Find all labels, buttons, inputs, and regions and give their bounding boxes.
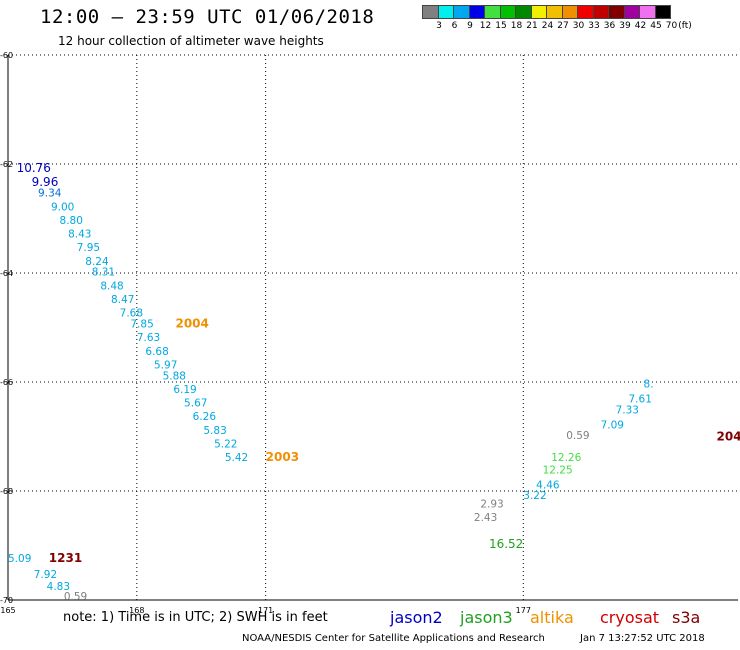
data-label-s3a: 7.33 — [616, 405, 639, 417]
data-label-s3a: 8.48 — [100, 280, 123, 292]
scale-swatch — [654, 5, 671, 19]
data-label-cryosat: 1231 — [49, 551, 82, 565]
scale-label: 42 — [634, 21, 647, 31]
credit-line: NOAA/NESDIS Center for Satellite Applica… — [242, 633, 545, 644]
data-label-cryosat: 204 — [717, 429, 740, 443]
legend-item-cryosat: cryosat — [600, 608, 660, 627]
scale-label: 21 — [526, 21, 538, 31]
scale-label: 6 — [451, 21, 458, 31]
data-label-s3a: 8.43 — [68, 229, 91, 241]
data-label-s3a: 7.95 — [77, 242, 100, 254]
data-label-s3a: 5.42 — [225, 452, 248, 464]
generated-timestamp: Jan 7 13:27:52 UTC 2018 — [580, 633, 705, 644]
color-scale-labels: 3 6 9 12 15 18 21 24 27 30 33 36 39 42 45 70 (ft) — [422, 21, 692, 35]
data-label-s3a: 5.67 — [184, 398, 207, 410]
data-label-s3a: 5.09 — [8, 553, 31, 565]
data-label-s3a: 12.26 — [551, 452, 581, 464]
footnote: note: 1) Time is in UTC; 2) SWH is in fe… — [63, 610, 328, 625]
data-label-s3a: 7.85 — [130, 319, 153, 331]
data-label-s3a: 7.09 — [601, 419, 624, 431]
data-label-s3a: 6.68 — [145, 346, 168, 358]
x-tick-label: 168 — [129, 606, 144, 615]
y-tick-label: -60 — [0, 51, 13, 60]
scale-label: 12 — [479, 21, 492, 31]
data-label-jason2: 10.76 — [17, 161, 51, 175]
data-label-s3a: 9.34 — [38, 188, 62, 200]
data-label-s3a: 5.22 — [214, 438, 237, 450]
legend-item-s3a: s3a — [672, 608, 701, 627]
data-label-jason2: 9.96 — [32, 175, 59, 189]
data-label-s3a: 8.47 — [111, 294, 134, 306]
scale-label: 27 — [557, 21, 569, 31]
data-label-s3a: 2.43 — [474, 512, 497, 524]
legend-item-jason2: jason2 — [390, 608, 443, 627]
data-label-s3a: 8.24 — [85, 256, 109, 268]
data-label-s3a: 8.80 — [60, 215, 83, 227]
scale-label: 30 — [572, 21, 585, 31]
data-label-s3a: 7.92 — [34, 569, 57, 581]
chart-subtitle: 12 hour collection of altimeter wave hei… — [58, 34, 324, 48]
data-label-s3a: 6.19 — [173, 384, 196, 396]
data-label-s3a: 6.26 — [193, 411, 217, 423]
data-label-s3a: 8. — [644, 378, 654, 390]
scale-label: 15 — [495, 21, 507, 31]
scale-label: 36 — [603, 21, 616, 31]
x-tick-label: 171 — [258, 606, 273, 615]
data-label-altika: 2004 — [175, 317, 208, 331]
data-label-s3a: 5.88 — [163, 370, 186, 382]
scale-unit: (ft) — [678, 21, 692, 31]
data-label-jason3: 16.52 — [489, 537, 523, 551]
scale-label: 3 — [436, 21, 442, 31]
data-label-altika: 2003 — [266, 450, 299, 464]
scale-label: 45 — [650, 21, 662, 31]
data-label-s3a: 5.97 — [154, 359, 177, 371]
y-tick-label: -64 — [0, 269, 13, 278]
scale-label: 9 — [467, 21, 473, 31]
data-label-s3a: 8.31 — [92, 267, 115, 279]
data-label-s3a: 7.68 — [120, 308, 143, 320]
data-label-s3a: 2.93 — [480, 498, 503, 510]
chart-title: 12:00 – 23:59 UTC 01/06/2018 — [40, 6, 375, 28]
scale-label: 24 — [541, 21, 554, 31]
x-tick-label: 165 — [0, 606, 15, 615]
y-tick-label: -66 — [0, 378, 13, 387]
data-label-s3a: 5.83 — [203, 425, 226, 437]
data-label-s3a: 7.63 — [137, 332, 160, 344]
scale-label: 18 — [510, 21, 523, 31]
legend-item-jason3: jason3 — [460, 608, 513, 627]
color-scale-swatches — [422, 5, 671, 19]
y-tick-label: -70 — [0, 596, 13, 605]
y-tick-label: -68 — [0, 487, 13, 496]
data-label-s3a: 0.59 — [64, 591, 87, 603]
legend-item-altika: altika — [530, 608, 574, 627]
scale-label: 39 — [619, 21, 631, 31]
data-label-s3a: 4.46 — [536, 479, 560, 491]
data-label-s3a: 12.25 — [543, 465, 573, 477]
color-scale: 3 6 9 12 15 18 21 24 27 30 33 36 39 42 45 70 (ft) — [422, 5, 692, 35]
scale-label: 70 — [665, 21, 678, 31]
data-label-s3a: 4.83 — [47, 581, 70, 593]
data-label-s3a: 3.22 — [523, 490, 546, 502]
data-label-s3a: 9.00 — [51, 201, 74, 213]
data-label-s3a: 0.59 — [566, 430, 589, 442]
x-tick-label: 177 — [516, 606, 531, 615]
scale-label: 33 — [588, 21, 600, 31]
y-tick-label: -62 — [0, 160, 13, 169]
data-label-s3a: 7.61 — [629, 394, 652, 406]
